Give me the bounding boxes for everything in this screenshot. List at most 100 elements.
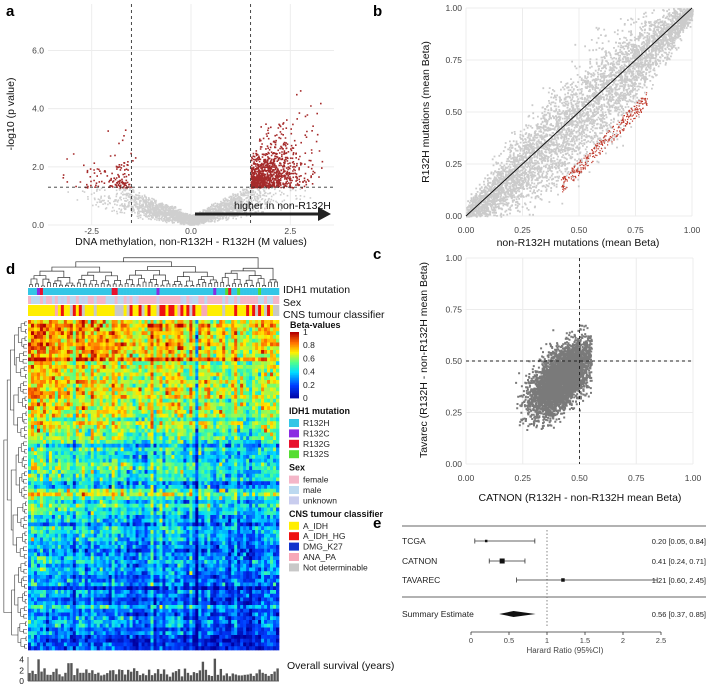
survival-bar — [150, 675, 154, 681]
survival-bars: 024 — [19, 655, 279, 685]
volcano-y-label: -log10 (p value) — [5, 78, 17, 151]
beta-x-tick-1: 0.25 — [514, 225, 531, 235]
beta-y-tick-2: 0.50 — [445, 107, 462, 117]
survival-bar — [135, 670, 139, 681]
beta-scatter-x-label: non-R132H mutations (mean Beta) — [497, 237, 660, 249]
legend-swatch-1-0 — [289, 475, 299, 484]
beta-x-tick-3: 0.75 — [627, 225, 644, 235]
panel-label-b: b — [373, 3, 382, 20]
survival-bar — [118, 669, 121, 681]
legend-swatch-2-2 — [289, 542, 299, 551]
legend-swatch-0-0 — [289, 419, 299, 427]
colorbar-tick-1: 0.8 — [303, 340, 315, 350]
forest-summary-label: Summary Estimate — [402, 609, 474, 619]
annotation-label-sex: Sex — [283, 297, 302, 309]
forest-point-1 — [499, 558, 505, 564]
legend-swatch-1-1 — [289, 486, 299, 494]
annotation-label-classifier: CNS tumour classifier — [283, 309, 385, 321]
forest-summary-diamond — [499, 611, 536, 617]
forest-plot: TCGA 0.20 [0.05, 0.84] CATNON 0.41 [0.24, 0… — [402, 525, 706, 655]
beta-scatter-x-ticks: 0.00 0.25 0.50 0.75 1.00 — [458, 225, 701, 235]
forest-axis-tick-0: 0 — [469, 636, 473, 645]
legend-swatch-0-3 — [289, 450, 299, 459]
forest-rows: TCGA 0.20 [0.05, 0.84] CATNON 0.41 [0.24, 0… — [402, 530, 706, 628]
survival-bar — [246, 674, 249, 681]
survival-bar — [70, 663, 73, 681]
legend-label-0-1: R132C — [303, 428, 329, 438]
survival-bar — [258, 669, 261, 681]
volcano-points-significant — [62, 90, 324, 189]
annotation-tracks — [28, 288, 280, 316]
annotation-label-idh1: IDH1 mutation — [283, 284, 350, 296]
forest-axis-tick-2: 1 — [545, 636, 549, 645]
cohort-scatter-x-label: CATNON (R132H - non-R132H mean Beta) — [479, 492, 682, 504]
survival-bar — [156, 669, 160, 681]
legend-label-2-3: ANA_PA — [303, 552, 336, 562]
survival-bar — [88, 672, 91, 681]
cohort-scatter-x-ticks: 0.00 0.25 0.50 0.75 1.00 — [458, 473, 702, 483]
survival-bar — [225, 673, 228, 681]
forest-axis-tick-1: 0.5 — [504, 636, 514, 645]
cohort-y-tick-1: 0.25 — [445, 408, 462, 418]
survival-bar — [216, 674, 220, 681]
survival-bar — [79, 672, 82, 681]
legend-label-0-3: R132S — [303, 449, 329, 459]
colorbar-tick-3: 0.4 — [303, 367, 315, 377]
beta-scatter-diagonal — [465, 7, 693, 217]
survival-bar — [103, 674, 106, 681]
beta-scatter-plot: 0.00 0.25 0.50 0.75 1.00 0.00 0.25 0.50 0.75 1.0… — [420, 3, 701, 249]
beta-x-tick-2: 0.50 — [571, 225, 588, 235]
survival-bar — [195, 673, 199, 681]
cohort-scatter-points — [515, 324, 593, 431]
survival-bar — [198, 670, 202, 681]
forest-x-label: Harard Ratio (95%CI) — [527, 646, 604, 655]
survival-bar — [210, 675, 214, 681]
survival-bar — [276, 668, 279, 681]
survival-bar — [165, 674, 169, 681]
survival-bar — [58, 674, 61, 681]
volcano-x-label: DNA methylation, non-R132H - R132H (M va… — [75, 236, 307, 248]
forest-study-label-0: TCGA — [402, 536, 426, 546]
cohort-x-tick-3: 0.75 — [628, 473, 645, 483]
forest-point-2 — [561, 578, 565, 582]
column-dendrogram — [29, 257, 278, 287]
survival-bar — [231, 673, 234, 681]
survival-bar — [46, 674, 49, 681]
survival-bar — [97, 672, 100, 681]
legend-label-2-4: Not determinable — [303, 562, 368, 572]
annotation-track-idh1 — [28, 288, 280, 295]
legend-swatch-0-1 — [289, 429, 299, 438]
survival-bar — [31, 670, 34, 681]
volcano-y-ticks: 0.0 2.0 4.0 6.0 — [32, 46, 44, 230]
cohort-x-tick-0: 0.00 — [458, 473, 475, 483]
forest-ci-text-1: 0.41 [0.24, 0.71] — [652, 557, 706, 566]
forest-ci-text-2: 1.21 [0.60, 2.45] — [652, 576, 706, 585]
survival-bar — [243, 674, 246, 681]
panel-label-a: a — [6, 3, 15, 20]
survival-bar — [115, 674, 118, 681]
volcano-x-ticks: -2.5 0.0 2.5 — [84, 226, 296, 236]
survival-bar — [124, 674, 127, 681]
beta-scatter-points — [466, 8, 694, 218]
volcano-x-tick-0: -2.5 — [84, 226, 99, 236]
heatmap-panel: IDH1 mutation Sex CNS tumour classifier … — [3, 257, 394, 685]
volcano-y-tick-2: 4.0 — [32, 104, 44, 114]
legend-label-1-0: female — [303, 475, 329, 485]
legend-label-1-1: male — [303, 485, 322, 495]
beta-y-tick-3: 0.75 — [445, 55, 462, 65]
survival-bar — [73, 675, 76, 681]
survival-bar — [255, 673, 258, 681]
forest-summary-ci-text: 0.56 [0.37, 0.85] — [652, 610, 706, 619]
survival-bar — [121, 669, 124, 681]
forest-axis-tick-3: 1.5 — [580, 636, 590, 645]
survival-bar — [159, 673, 163, 681]
survival-bar — [162, 669, 166, 681]
survival-bar — [147, 669, 151, 681]
survival-bar — [100, 675, 103, 681]
survival-bar — [192, 672, 196, 681]
legend-label-1-2: unknown — [303, 495, 337, 505]
cohort-scatter-reference-lines — [466, 258, 693, 464]
survival-bar — [219, 668, 223, 681]
survival-bar — [61, 676, 64, 681]
forest-point-0 — [484, 539, 488, 543]
